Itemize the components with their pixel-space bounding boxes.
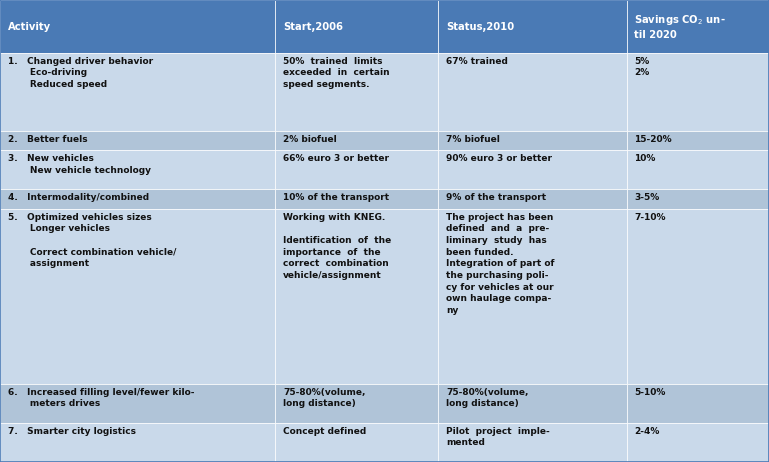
- Bar: [627, 423, 769, 462]
- Text: Start,2006: Start,2006: [283, 22, 343, 31]
- Text: Activity: Activity: [8, 22, 51, 31]
- Bar: [438, 151, 627, 189]
- Text: 6.   Increased filling level/fewer kilo-
       meters drives: 6. Increased filling level/fewer kilo- m…: [8, 388, 195, 408]
- Text: 10%: 10%: [634, 154, 656, 163]
- Text: 67% trained: 67% trained: [446, 57, 508, 66]
- Text: 75-80%(volume,
long distance): 75-80%(volume, long distance): [446, 388, 528, 408]
- Bar: [0, 131, 275, 151]
- Text: Concept defined: Concept defined: [283, 427, 366, 436]
- Bar: [0, 151, 275, 189]
- Text: 2% biofuel: 2% biofuel: [283, 135, 337, 144]
- Bar: [627, 189, 769, 209]
- Bar: [438, 131, 627, 151]
- Text: Pilot  project  imple-
mented: Pilot project imple- mented: [446, 427, 550, 447]
- Bar: [275, 384, 438, 423]
- Bar: [0, 384, 275, 423]
- Bar: [438, 53, 627, 131]
- Bar: [627, 131, 769, 151]
- Text: 7.   Smarter city logistics: 7. Smarter city logistics: [8, 427, 135, 436]
- Text: Savings CO$_2$ un-
til 2020: Savings CO$_2$ un- til 2020: [634, 13, 726, 40]
- Text: The project has been
defined  and  a  pre-
liminary  study  has
been funded.
Int: The project has been defined and a pre- …: [446, 213, 554, 315]
- Text: 7-10%: 7-10%: [634, 213, 666, 222]
- Text: 3-5%: 3-5%: [634, 193, 660, 202]
- Bar: [438, 189, 627, 209]
- Bar: [275, 131, 438, 151]
- Text: Working with KNEG.

Identification  of  the
importance  of  the
correct  combina: Working with KNEG. Identification of the…: [283, 213, 391, 280]
- Text: 10% of the transport: 10% of the transport: [283, 193, 389, 202]
- Text: Status,2010: Status,2010: [446, 22, 514, 31]
- Text: 15-20%: 15-20%: [634, 135, 672, 144]
- Bar: [0, 189, 275, 209]
- Bar: [0, 53, 275, 131]
- Bar: [275, 209, 438, 384]
- Text: 7% biofuel: 7% biofuel: [446, 135, 500, 144]
- Bar: [275, 151, 438, 189]
- Text: 4.   Intermodality/combined: 4. Intermodality/combined: [8, 193, 149, 202]
- Bar: [438, 384, 627, 423]
- Bar: [0, 423, 275, 462]
- Bar: [275, 189, 438, 209]
- Bar: [275, 0, 438, 53]
- Text: 5-10%: 5-10%: [634, 388, 666, 397]
- Text: 9% of the transport: 9% of the transport: [446, 193, 546, 202]
- Bar: [627, 384, 769, 423]
- Text: 2-4%: 2-4%: [634, 427, 660, 436]
- Bar: [627, 209, 769, 384]
- Text: 1.   Changed driver behavior
       Eco-driving
       Reduced speed: 1. Changed driver behavior Eco-driving R…: [8, 57, 153, 89]
- Text: 2.   Better fuels: 2. Better fuels: [8, 135, 88, 144]
- Text: 5%
2%: 5% 2%: [634, 57, 650, 78]
- Bar: [275, 423, 438, 462]
- Text: 90% euro 3 or better: 90% euro 3 or better: [446, 154, 552, 163]
- Bar: [627, 151, 769, 189]
- Bar: [0, 209, 275, 384]
- Bar: [438, 423, 627, 462]
- Bar: [627, 53, 769, 131]
- Text: 50%  trained  limits
exceeded  in  certain
speed segments.: 50% trained limits exceeded in certain s…: [283, 57, 390, 89]
- Text: 66% euro 3 or better: 66% euro 3 or better: [283, 154, 389, 163]
- Text: 75-80%(volume,
long distance): 75-80%(volume, long distance): [283, 388, 365, 408]
- Bar: [438, 0, 627, 53]
- Bar: [275, 53, 438, 131]
- Bar: [0, 0, 275, 53]
- Text: 5.   Optimized vehicles sizes
       Longer vehicles

       Correct combination: 5. Optimized vehicles sizes Longer vehic…: [8, 213, 176, 268]
- Bar: [627, 0, 769, 53]
- Bar: [438, 209, 627, 384]
- Text: 3.   New vehicles
       New vehicle technology: 3. New vehicles New vehicle technology: [8, 154, 151, 175]
